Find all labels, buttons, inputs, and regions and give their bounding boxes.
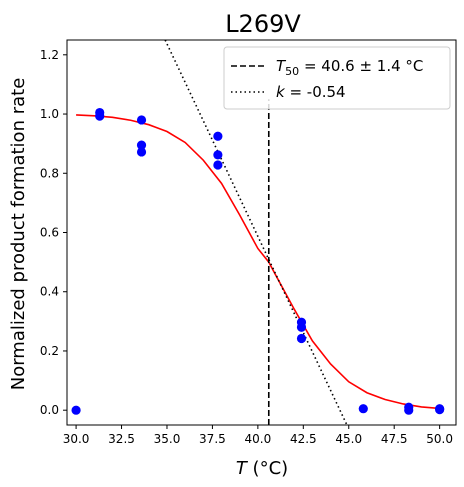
data-point	[213, 131, 223, 141]
fit-curve	[76, 114, 440, 410]
y-tick-label: 0.2	[40, 344, 59, 358]
data-point	[358, 404, 368, 414]
data-point	[404, 405, 414, 415]
legend-box	[223, 46, 451, 110]
data-point	[296, 322, 307, 332]
x-tick-label: 32.5	[108, 432, 135, 446]
legend-label: k = -0.54	[276, 83, 346, 101]
x-axis-label-symbol: T	[236, 458, 249, 479]
data-point	[136, 140, 147, 150]
y-tick-label: 1.0	[40, 107, 59, 121]
axis-ticks: 30.0 32.5 35.0 37.5 40.0 42.5 45.0 47.5 50.0 0.0 0…	[40, 48, 453, 446]
y-tick-label: 0.6	[40, 226, 59, 240]
x-axis-label: T (°C)	[236, 458, 288, 479]
data-point	[435, 405, 445, 415]
x-tick-label: 30.0	[63, 432, 90, 446]
y-axis-label: Normalized product formation rate	[8, 78, 29, 391]
x-tick-label: 35.0	[154, 432, 181, 446]
data-point	[213, 160, 223, 170]
y-tick-label: 0.8	[40, 166, 59, 180]
x-tick-label: 40.0	[245, 432, 272, 446]
data-point	[296, 333, 307, 344]
slope-line	[164, 40, 348, 425]
x-tick-label: 47.5	[381, 432, 408, 446]
y-tick-label: 0.0	[40, 403, 59, 417]
data-point	[95, 111, 105, 121]
x-tick-label: 50.0	[426, 432, 453, 446]
x-tick-label: 45.0	[335, 432, 362, 446]
x-axis-label-unit: (°C)	[247, 458, 288, 479]
data-point	[136, 115, 147, 125]
plot-content	[71, 40, 445, 425]
legend-label: T50 = 40.6 ± 1.4 °C	[276, 57, 423, 78]
data-point	[213, 150, 223, 160]
legend: T50 = 40.6 ± 1.4 °C k = -0.54	[223, 46, 451, 110]
x-tick-label: 37.5	[199, 432, 226, 446]
data-point	[71, 405, 81, 415]
data-point	[136, 147, 147, 157]
y-tick-label: 0.4	[40, 285, 59, 299]
x-tick-label: 42.5	[290, 432, 317, 446]
y-tick-label: 1.2	[40, 48, 59, 62]
chart-title: L269V	[225, 10, 301, 38]
